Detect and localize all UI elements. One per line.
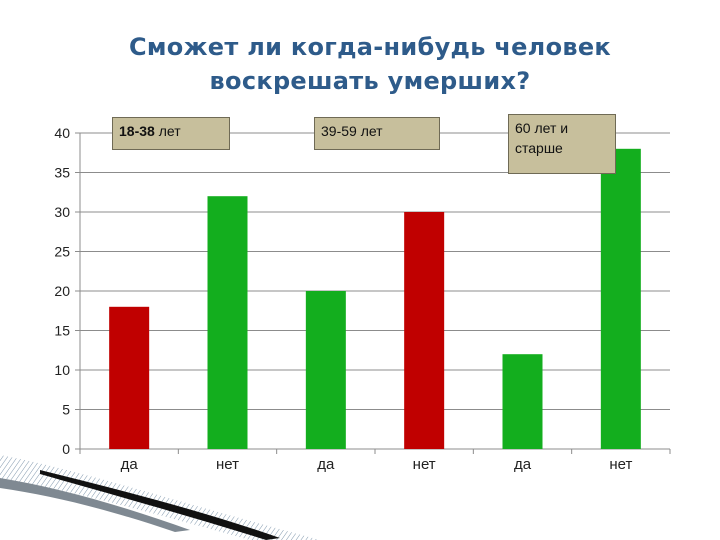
- group-label-18-38-unit: лет: [154, 123, 181, 139]
- title-line-1: Сможет ли когда-нибудь человек: [128, 33, 612, 61]
- group-label-18-38: 18-38 лет: [112, 117, 230, 150]
- x-tick-label: нет: [609, 456, 632, 473]
- bar: [109, 306, 150, 449]
- x-tick-label: да: [317, 456, 335, 473]
- x-tick-label: да: [514, 456, 532, 473]
- group-label-60-plus-line-2: старше: [515, 140, 563, 156]
- x-tick-label: нет: [216, 456, 239, 473]
- x-tick-label: нет: [413, 456, 436, 473]
- x-tick-label: да: [121, 456, 139, 473]
- y-tick-label: 40: [54, 125, 70, 141]
- y-tick-label: 5: [62, 402, 70, 418]
- bar: [207, 196, 248, 449]
- bar: [502, 354, 543, 449]
- y-tick-label: 10: [54, 362, 70, 378]
- group-label-60-plus: 60 лет и старше: [508, 114, 616, 174]
- chart-title: Сможет ли когда-нибудь человек воскрешат…: [60, 30, 680, 98]
- y-tick-label: 35: [54, 165, 70, 181]
- y-tick-label: 30: [54, 204, 70, 220]
- group-label-60-plus-line-1: 60 лет и: [515, 120, 569, 136]
- group-label-39-59: 39-59 лет: [314, 117, 440, 150]
- y-tick-label: 15: [54, 323, 70, 339]
- bar: [404, 212, 445, 449]
- y-tick-label: 0: [62, 441, 70, 457]
- group-label-18-38-number: 18-38: [119, 123, 155, 139]
- y-tick-label: 20: [54, 283, 70, 299]
- y-tick-label: 25: [54, 244, 70, 260]
- bar: [600, 148, 641, 450]
- title-line-2: воскрешать умерших?: [209, 67, 531, 95]
- bar: [305, 291, 346, 449]
